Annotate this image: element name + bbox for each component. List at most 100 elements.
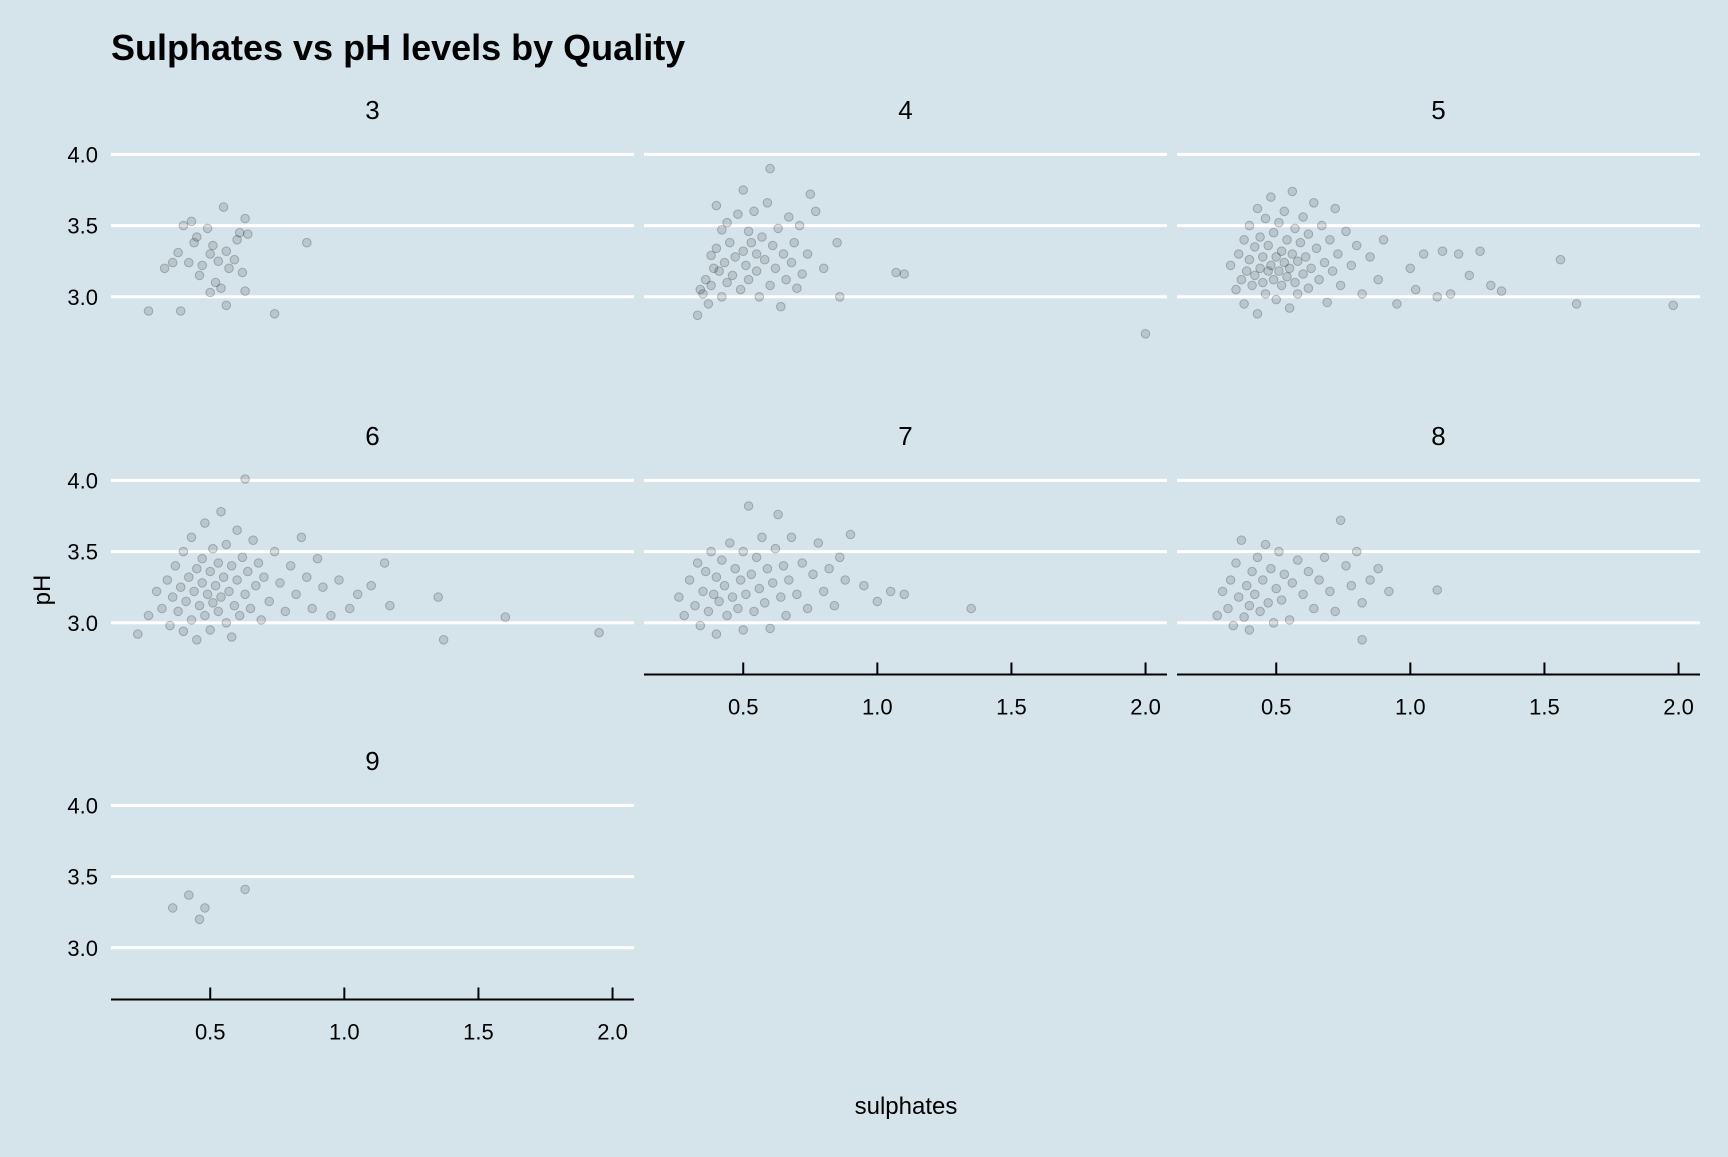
- facet-label: 9: [365, 746, 379, 776]
- data-point: [240, 474, 250, 484]
- data-point: [1295, 237, 1306, 248]
- data-point: [1486, 280, 1496, 291]
- data-point: [218, 202, 229, 212]
- data-point: [698, 586, 708, 597]
- data-point: [1322, 297, 1332, 308]
- data-point: [711, 243, 722, 254]
- facet-label: 5: [1431, 95, 1445, 125]
- data-point: [1351, 546, 1362, 557]
- data-point: [275, 578, 285, 588]
- data-point: [1252, 552, 1263, 563]
- data-point: [733, 209, 743, 219]
- data-point: [438, 635, 449, 645]
- data-point: [727, 270, 738, 281]
- data-point: [1284, 303, 1295, 313]
- data-point: [818, 263, 829, 274]
- data-point: [1290, 223, 1300, 234]
- data-point: [1300, 252, 1311, 262]
- data-point: [1268, 274, 1279, 285]
- data-point: [714, 596, 724, 607]
- data-point: [829, 600, 840, 611]
- data-point: [221, 300, 232, 311]
- data-point: [1268, 227, 1279, 238]
- data-point: [184, 572, 194, 583]
- data-point: [1255, 263, 1265, 274]
- data-point: [765, 280, 775, 291]
- data-point: [234, 227, 245, 238]
- data-point: [733, 603, 743, 614]
- data-point: [1432, 585, 1442, 595]
- facet-label: 8: [1431, 421, 1445, 451]
- facet-panel-7: 7 0.5 1.0 1.5 2.0: [644, 421, 1167, 720]
- data-point: [1373, 274, 1383, 285]
- data-point: [700, 274, 711, 285]
- data-point: [1303, 229, 1314, 239]
- data-point: [762, 563, 773, 574]
- data-point: [210, 277, 221, 288]
- data-point: [1241, 580, 1252, 591]
- data-point: [173, 606, 183, 617]
- data-point: [1373, 563, 1383, 574]
- data-point: [735, 284, 746, 295]
- data-point: [192, 232, 202, 242]
- data-point: [216, 592, 226, 602]
- data-point: [1268, 618, 1279, 628]
- y-tick-label: 3.5: [67, 214, 98, 239]
- data-point: [224, 586, 234, 597]
- facet-panel-4: 4: [644, 95, 1167, 339]
- data-point: [229, 600, 240, 611]
- data-point: [749, 206, 759, 217]
- data-point: [344, 603, 355, 614]
- data-point: [175, 306, 186, 316]
- data-point: [1292, 289, 1303, 299]
- y-tick-label: 3.0: [67, 936, 98, 961]
- data-point: [1274, 546, 1284, 557]
- data-point: [1317, 220, 1327, 231]
- data-point: [692, 558, 703, 568]
- data-point: [695, 620, 706, 631]
- data-point: [1311, 243, 1322, 254]
- data-point: [500, 612, 511, 622]
- data-point: [1250, 589, 1260, 600]
- data-point: [245, 603, 256, 614]
- data-point: [1437, 246, 1448, 256]
- data-point: [178, 626, 189, 637]
- data-point: [730, 563, 741, 574]
- data-point: [754, 292, 765, 302]
- data-point: [708, 589, 719, 600]
- data-point: [1255, 232, 1265, 242]
- data-point: [832, 237, 842, 248]
- data-point: [181, 596, 191, 607]
- x-tick-label: 1.0: [862, 695, 893, 720]
- data-point: [872, 596, 883, 607]
- data-point: [810, 206, 821, 217]
- data-point: [1252, 203, 1263, 214]
- data-point: [162, 575, 173, 585]
- data-point: [208, 598, 218, 608]
- data-point: [264, 596, 275, 607]
- data-point: [792, 283, 802, 294]
- data-point: [711, 629, 722, 639]
- data-point: [269, 546, 280, 557]
- data-point: [213, 558, 224, 568]
- data-point: [232, 235, 242, 245]
- data-point: [167, 592, 178, 602]
- data-point: [1263, 266, 1273, 276]
- data-point: [1365, 252, 1375, 262]
- data-point: [899, 589, 910, 600]
- x-tick-label: 1.0: [1395, 695, 1426, 720]
- data-point: [730, 252, 741, 262]
- data-point: [751, 552, 762, 563]
- data-point: [762, 198, 773, 208]
- data-point: [1290, 277, 1300, 288]
- data-point: [143, 610, 154, 621]
- data-point: [700, 566, 711, 577]
- data-point: [802, 603, 813, 614]
- data-point: [237, 267, 248, 278]
- data-point: [1464, 270, 1475, 281]
- data-point: [205, 287, 215, 298]
- data-point: [186, 216, 197, 227]
- x-tick-label: 1.5: [996, 695, 1027, 720]
- data-point: [200, 518, 210, 528]
